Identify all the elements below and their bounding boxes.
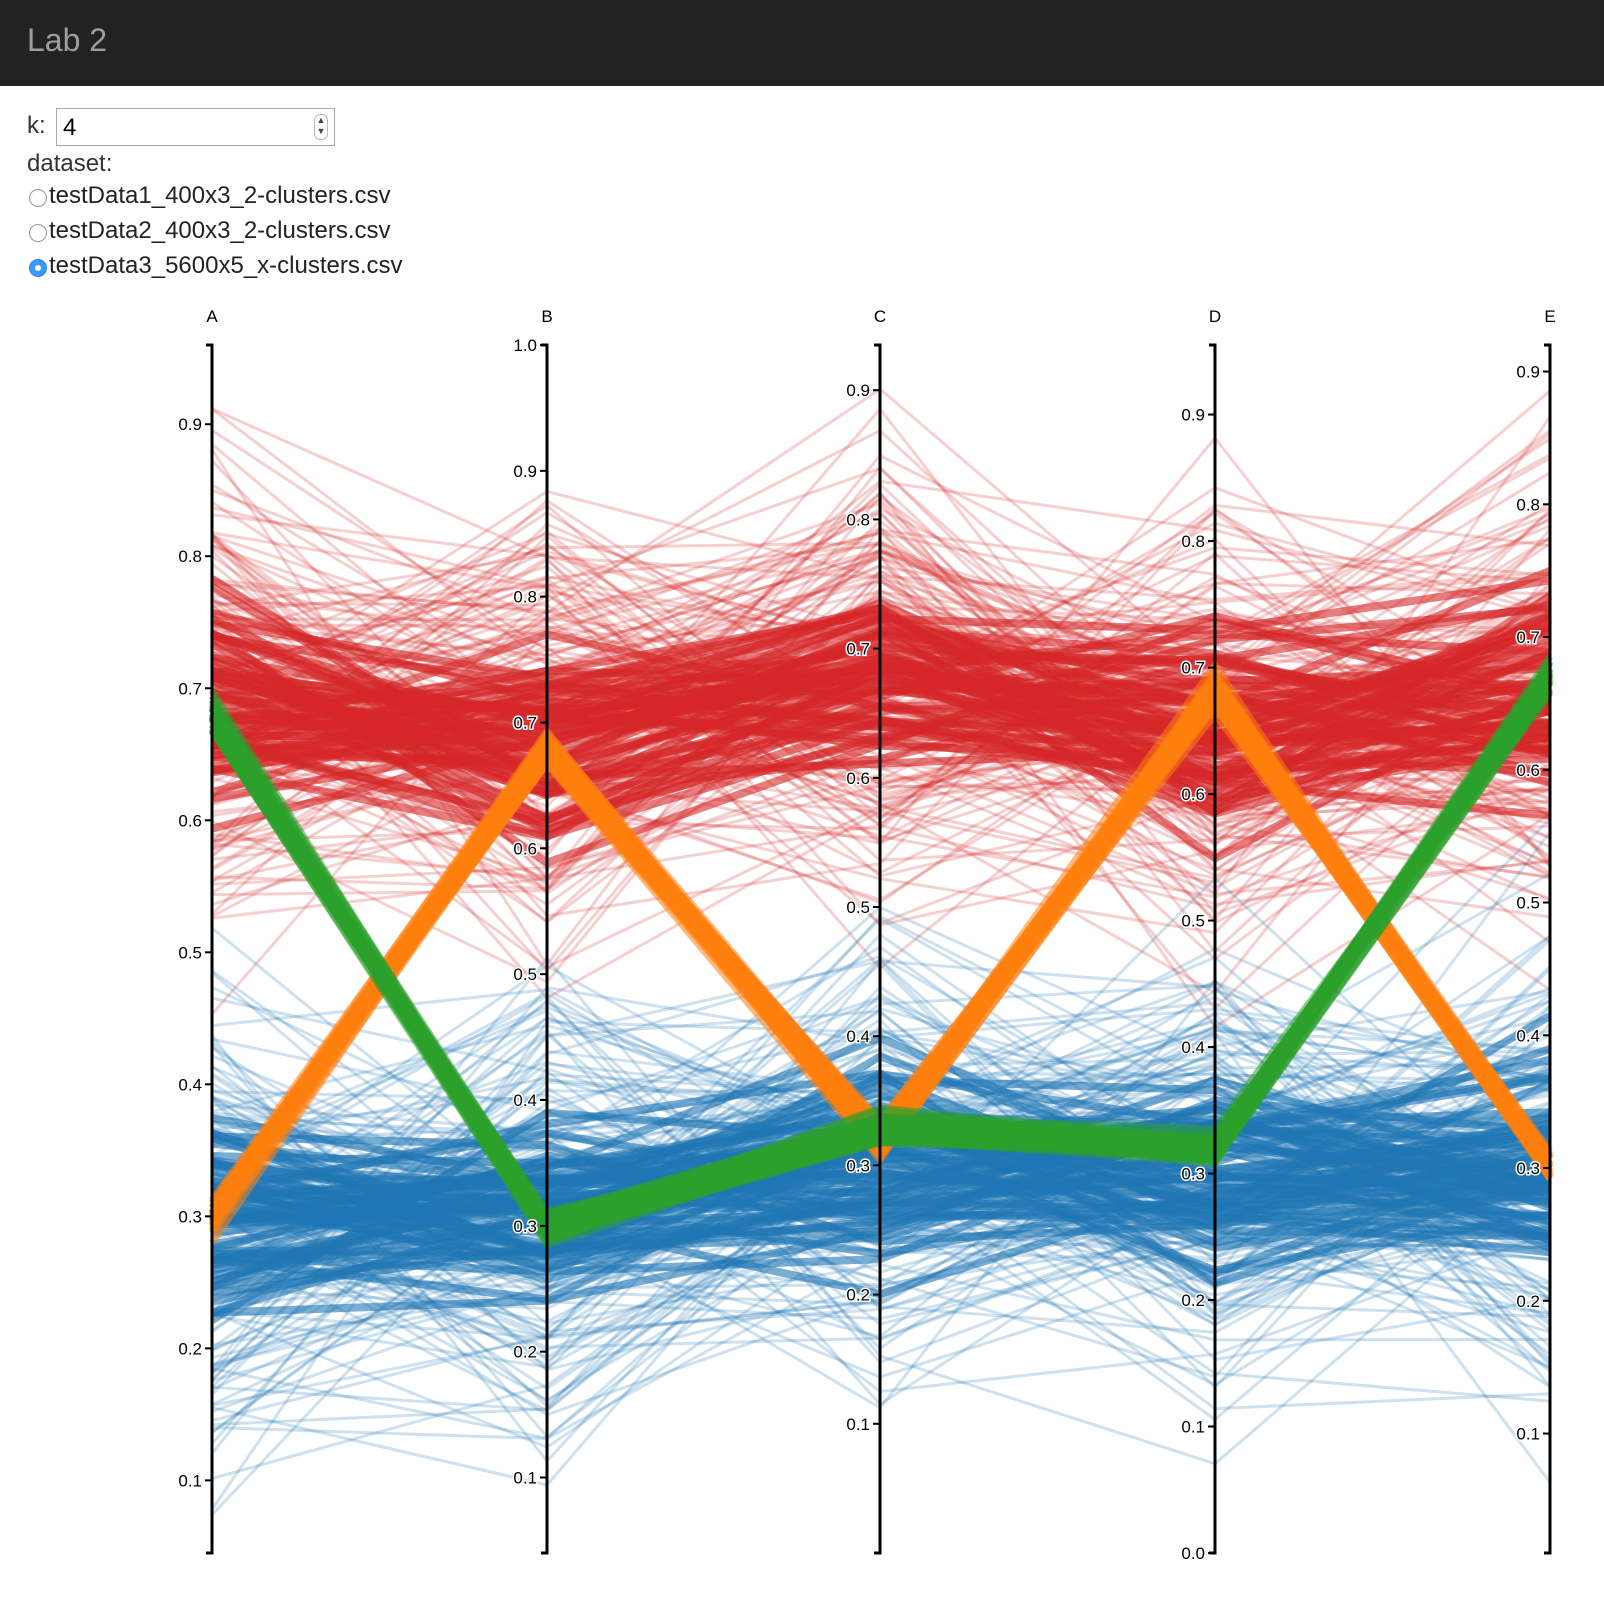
- radio-dataset-3[interactable]: [29, 259, 47, 277]
- parallel-coordinates-chart: A 0.1 0.2 0.3 0.4 0.5 0.6 0.7 0.8 0.9 B 0.1 0.2 0.3 0.…: [177, 307, 1556, 1565]
- tick-label: 0.5: [1516, 894, 1540, 913]
- k-spinner[interactable]: ▲ ▼: [314, 114, 328, 140]
- tick-label: 0.4: [1516, 1026, 1540, 1045]
- tick-label: 0.9: [513, 462, 537, 481]
- tick-label: 0.2: [513, 1343, 537, 1362]
- tick-label: 0.1: [178, 1471, 202, 1490]
- k-number-input[interactable]: 4 ▲ ▼: [56, 108, 335, 146]
- polylines-layer: [209, 387, 1553, 1516]
- tick-label: 0.9: [178, 415, 202, 434]
- tick-label: 0.6: [513, 839, 537, 858]
- axis-a[interactable]: A 0.1 0.2 0.3 0.4 0.5 0.6 0.7 0.8 0.9: [177, 307, 218, 1555]
- tick-label: 0.6: [1516, 761, 1540, 780]
- tick-label: 0.7: [513, 714, 537, 733]
- axis-title[interactable]: A: [206, 307, 218, 326]
- axis-title[interactable]: E: [1544, 307, 1555, 326]
- tick-label: 0.4: [178, 1075, 202, 1094]
- tick-label: 0.4: [513, 1091, 537, 1110]
- dataset-option-label[interactable]: testData2_400x3_2-clusters.csv: [49, 217, 391, 244]
- tick-label: 0.1: [1181, 1418, 1205, 1437]
- tick-label: 0.3: [178, 1207, 202, 1226]
- axis-d[interactable]: D 0.0 0.1 0.2 0.3 0.4 0.5 0.6 0.7 0.8 0.9: [1180, 307, 1221, 1565]
- axis-c[interactable]: C 0.1 0.2 0.3 0.4 0.5 0.6 0.7 0.8 0.9: [845, 307, 886, 1555]
- dataset-option-label[interactable]: testData1_400x3_2-clusters.csv: [49, 182, 391, 209]
- axis-title[interactable]: D: [1209, 307, 1221, 326]
- tick-label: 0.1: [513, 1469, 537, 1488]
- tick-label: 0.2: [846, 1286, 870, 1305]
- tick-label: 0.4: [846, 1027, 870, 1046]
- axis-e[interactable]: E 0.1 0.2 0.3 0.4 0.5 0.6 0.7 0.8 0.9: [1515, 307, 1556, 1555]
- k-input-value[interactable]: 4: [63, 114, 77, 141]
- tick-label: 0.8: [513, 588, 537, 607]
- tick-label: 1.0: [513, 336, 537, 355]
- tick-label: 0.4: [1181, 1038, 1205, 1057]
- tick-label: 0.7: [178, 679, 202, 698]
- tick-label: 0.8: [1516, 495, 1540, 514]
- tick-label: 0.5: [846, 898, 870, 917]
- tick-label: 0.9: [846, 381, 870, 400]
- axis-line: [1544, 343, 1552, 1555]
- dataset-option-label[interactable]: testData3_5600x5_x-clusters.csv: [49, 252, 403, 279]
- tick-label: 0.2: [178, 1339, 202, 1358]
- tick-label: 0.2: [1181, 1291, 1205, 1310]
- spinner-up-icon[interactable]: ▲: [316, 115, 326, 125]
- axis-b[interactable]: B 0.1 0.2 0.3 0.4 0.5 0.6 0.7 0.8 0.9 1.0: [512, 307, 553, 1555]
- tick-label: 0.3: [1181, 1165, 1205, 1184]
- tick-label: 0.0: [1181, 1544, 1205, 1563]
- app-title[interactable]: Lab 2: [27, 22, 108, 58]
- dataset-label: dataset:: [27, 150, 113, 177]
- tick-label: 0.9: [1516, 363, 1540, 382]
- tick-label: 0.1: [846, 1415, 870, 1434]
- tick-label: 0.7: [1181, 659, 1205, 678]
- tick-label: 0.5: [178, 943, 202, 962]
- tick-label: 0.6: [178, 811, 202, 830]
- tick-label: 0.7: [1516, 628, 1540, 647]
- axes-layer: A 0.1 0.2 0.3 0.4 0.5 0.6 0.7 0.8 0.9 B 0.1 0.2 0.3 0.…: [177, 307, 1556, 1565]
- tick-label: 0.5: [513, 965, 537, 984]
- tick-label: 0.3: [1516, 1159, 1540, 1178]
- tick-label: 0.6: [846, 769, 870, 788]
- tick-label: 0.9: [1181, 406, 1205, 425]
- axis-line: [874, 343, 882, 1555]
- tick-label: 0.3: [846, 1156, 870, 1175]
- axis-line: [206, 343, 214, 1555]
- axis-title[interactable]: C: [874, 307, 886, 326]
- tick-label: 0.2: [1516, 1292, 1540, 1311]
- tick-label: 0.8: [846, 510, 870, 529]
- axis-title[interactable]: B: [541, 307, 552, 326]
- tick-label: 0.8: [178, 547, 202, 566]
- tick-label: 0.7: [846, 640, 870, 659]
- radio-dataset-1[interactable]: [29, 189, 47, 207]
- spinner-down-icon[interactable]: ▼: [316, 126, 326, 136]
- tick-label: 0.5: [1181, 912, 1205, 931]
- radio-dataset-2[interactable]: [29, 224, 47, 242]
- tick-label: 0.1: [1516, 1425, 1540, 1444]
- tick-label: 0.8: [1181, 532, 1205, 551]
- tick-label: 0.6: [1181, 785, 1205, 804]
- k-label: k:: [27, 112, 46, 139]
- tick-label: 0.3: [513, 1217, 537, 1236]
- navbar: Lab 2: [0, 0, 1604, 86]
